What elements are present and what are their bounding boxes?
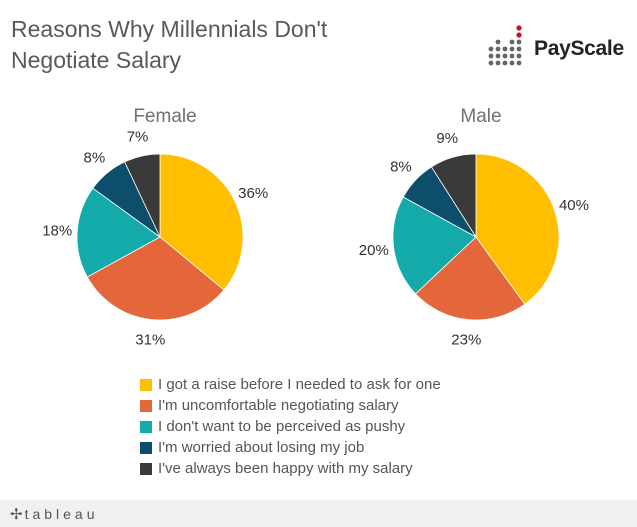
slice-label: 23% <box>451 332 481 345</box>
chart-title: Reasons Why Millennials Don't Negotiate … <box>11 16 328 73</box>
legend-label: I've always been happy with my salary <box>158 460 413 477</box>
legend-item[interactable]: I'm uncomfortable negotiating salary <box>140 395 441 416</box>
tableau-logo[interactable]: ✢tableau <box>10 505 99 523</box>
tableau-footer: ✢tableau <box>0 500 637 527</box>
slice-label: 9% <box>436 130 458 147</box>
legend-swatch <box>140 420 152 433</box>
legend-swatch <box>140 399 152 412</box>
pie-slice[interactable] <box>414 236 526 321</box>
legend-item[interactable]: I've always been happy with my salary <box>140 458 441 479</box>
legend-swatch <box>140 441 152 454</box>
pie-male: Male 40% 23% 20% 8% 9% <box>359 106 589 345</box>
slice-label: 8% <box>84 150 106 167</box>
tableau-plus-icon: ✢ <box>10 506 25 523</box>
slice-label: 20% <box>359 242 389 259</box>
slice-label: 18% <box>42 223 72 240</box>
slice-label: 31% <box>135 332 165 345</box>
legend-label: I'm worried about losing my job <box>158 439 365 456</box>
pie-slice[interactable] <box>76 187 161 278</box>
legend-label: I don't want to be perceived as pushy <box>158 418 406 435</box>
pie-slice[interactable] <box>124 153 161 238</box>
payscale-dots-icon <box>488 25 522 66</box>
legend-item[interactable]: I'm worried about losing my job <box>140 437 441 458</box>
pie-title: Male <box>460 106 501 127</box>
slice-label: 36% <box>238 185 268 202</box>
pie-slice[interactable] <box>430 153 477 239</box>
legend-label: I got a raise before I needed to ask for… <box>158 376 441 393</box>
legend-label: I'm uncomfortable negotiating salary <box>158 397 399 414</box>
tableau-logo-text: tableau <box>24 506 99 522</box>
legend-item[interactable]: I got a raise before I needed to ask for… <box>140 374 441 395</box>
pie-slice[interactable] <box>392 196 477 295</box>
pie-charts: Female 36% 31% 18% 8% 7% Male 40% 23% 20% 8% 9% <box>42 106 589 345</box>
pie-slice[interactable] <box>86 236 225 321</box>
pie-slice[interactable] <box>159 153 244 291</box>
slice-label: 7% <box>127 128 149 145</box>
legend: I got a raise before I needed to ask for… <box>140 374 441 479</box>
pie-slice[interactable] <box>475 153 560 305</box>
legend-item[interactable]: I don't want to be perceived as pushy <box>140 416 441 437</box>
pie-female: Female 36% 31% 18% 8% 7% <box>42 106 268 345</box>
payscale-logo: PayScale <box>487 20 627 68</box>
slice-label: 8% <box>390 158 412 175</box>
legend-swatch <box>140 378 152 391</box>
brand-name: PayScale <box>534 37 624 60</box>
pie-title: Female <box>133 106 196 127</box>
legend-swatch <box>140 462 152 475</box>
slice-label: 40% <box>559 197 589 214</box>
